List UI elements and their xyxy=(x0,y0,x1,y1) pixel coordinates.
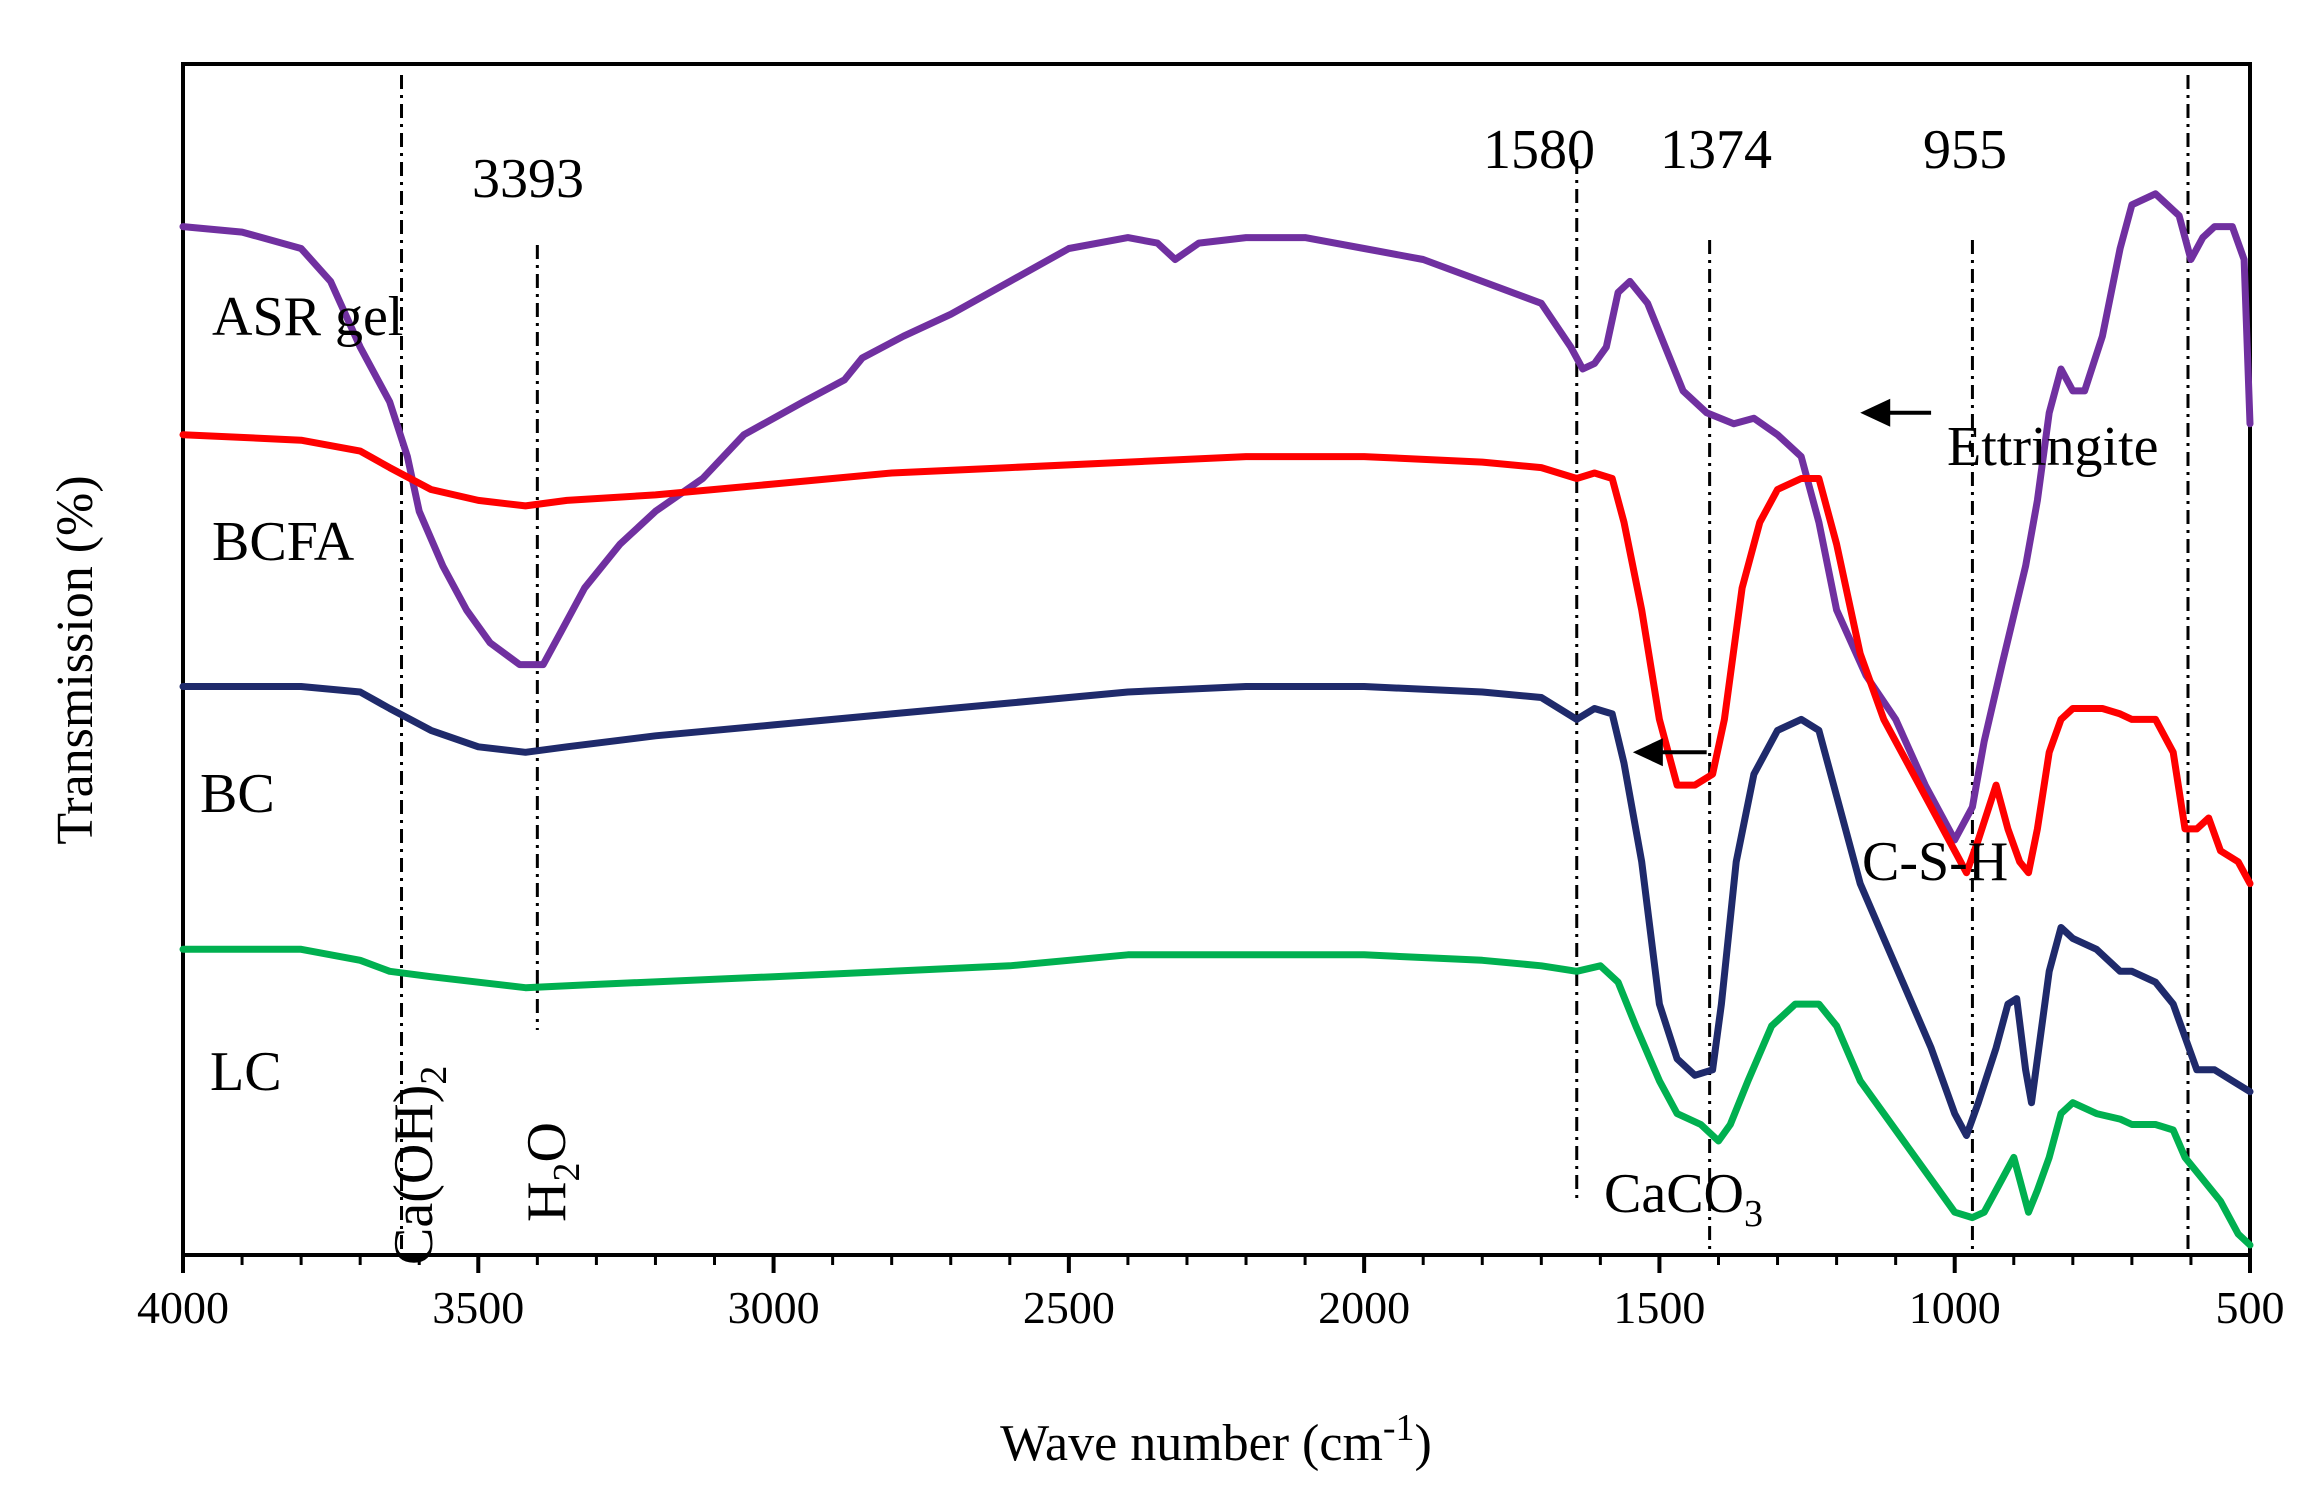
arrows xyxy=(1632,398,1932,767)
x-tick-label: 2500 xyxy=(1023,1282,1115,1333)
x-tick-label: 3000 xyxy=(728,1282,820,1333)
arrow-head-1 xyxy=(1632,738,1663,767)
annotation-1374: 1374 xyxy=(1660,119,1772,181)
annotation-h2o: H2O xyxy=(516,1122,588,1222)
annotation-955: 955 xyxy=(1923,119,2007,181)
series-line-lc xyxy=(179,945,2254,1249)
annotation-csh: C-S-H xyxy=(1862,831,2008,893)
y-axis-title: Transmission (%) xyxy=(47,475,104,844)
series-line-asr-gel xyxy=(179,190,2254,844)
x-axis-title: Wave number (cm-1) xyxy=(1000,1407,1432,1472)
series-line-bc xyxy=(179,683,2254,1139)
x-tick-label: 4000 xyxy=(137,1282,229,1333)
annotation-3393: 3393 xyxy=(472,148,584,210)
reference-lines xyxy=(400,75,2190,1255)
arrow-head-0 xyxy=(1860,398,1891,427)
series-label-bcfa: BCFA xyxy=(212,511,355,573)
x-axis-ticks: 4000 3500 3000 2500 2000 1500 1000 500 xyxy=(137,1255,2285,1333)
x-tick-label: 1500 xyxy=(1613,1282,1705,1333)
series-line-bcfa xyxy=(179,431,2254,888)
x-tick-label: 1000 xyxy=(1909,1282,2001,1333)
x-tick-label: 500 xyxy=(2216,1282,2285,1333)
annotation-caco3: CaCO3 xyxy=(1604,1163,1763,1235)
series-label-lc: LC xyxy=(210,1041,282,1103)
spectra-series xyxy=(179,190,2254,1249)
annotation-ettringite: Ettringite xyxy=(1947,416,2159,478)
x-tick-label: 3500 xyxy=(432,1282,524,1333)
annotation-caoh2: Ca(OH)2 xyxy=(383,1066,455,1265)
series-label-asr-gel: ASR gel xyxy=(212,286,403,348)
plot-frame xyxy=(181,62,2252,1257)
series-label-bc: BC xyxy=(200,763,275,825)
x-tick-label: 2000 xyxy=(1318,1282,1410,1333)
annotation-1580: 1580 xyxy=(1483,119,1595,181)
